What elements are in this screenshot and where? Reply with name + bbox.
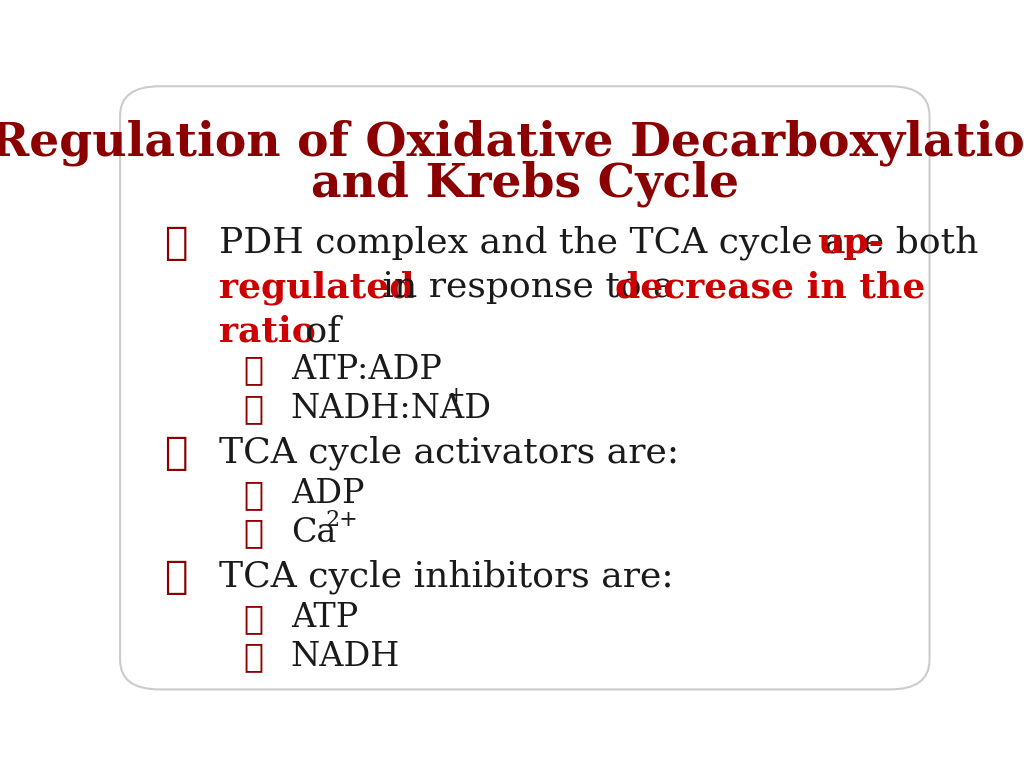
- Text: ➤: ➤: [164, 224, 187, 262]
- Text: up-: up-: [817, 226, 884, 260]
- Text: ➤: ➤: [164, 434, 187, 472]
- Text: ATP:ADP: ATP:ADP: [291, 354, 441, 386]
- Text: decrease in the: decrease in the: [615, 270, 926, 304]
- Text: ratio: ratio: [219, 315, 316, 349]
- Text: PDH complex and the TCA cycle are both: PDH complex and the TCA cycle are both: [219, 226, 990, 260]
- Text: TCA cycle inhibitors are:: TCA cycle inhibitors are:: [219, 560, 674, 594]
- Text: ➤: ➤: [243, 516, 263, 549]
- Text: ➤: ➤: [243, 641, 263, 674]
- Text: NADH: NADH: [291, 641, 400, 673]
- Text: regulated: regulated: [219, 270, 415, 305]
- FancyBboxPatch shape: [120, 86, 930, 690]
- Text: ➤: ➤: [243, 353, 263, 386]
- Text: ➤: ➤: [243, 602, 263, 635]
- Text: Ca: Ca: [291, 517, 336, 548]
- Text: ATP: ATP: [291, 602, 358, 634]
- Text: ADP: ADP: [291, 478, 365, 510]
- Text: and Krebs Cycle: and Krebs Cycle: [310, 161, 739, 207]
- Text: ➤: ➤: [164, 558, 187, 596]
- Text: Regulation of Oxidative Decarboxylation: Regulation of Oxidative Decarboxylation: [0, 119, 1024, 166]
- Text: ➤: ➤: [243, 392, 263, 425]
- Text: ➤: ➤: [243, 478, 263, 511]
- Text: in response to a: in response to a: [371, 270, 686, 304]
- Text: +: +: [446, 385, 465, 406]
- Text: 2+: 2+: [326, 508, 358, 531]
- Text: TCA cycle activators are:: TCA cycle activators are:: [219, 435, 679, 470]
- Text: NADH:NAD: NADH:NAD: [291, 392, 492, 425]
- Text: of: of: [294, 315, 341, 349]
